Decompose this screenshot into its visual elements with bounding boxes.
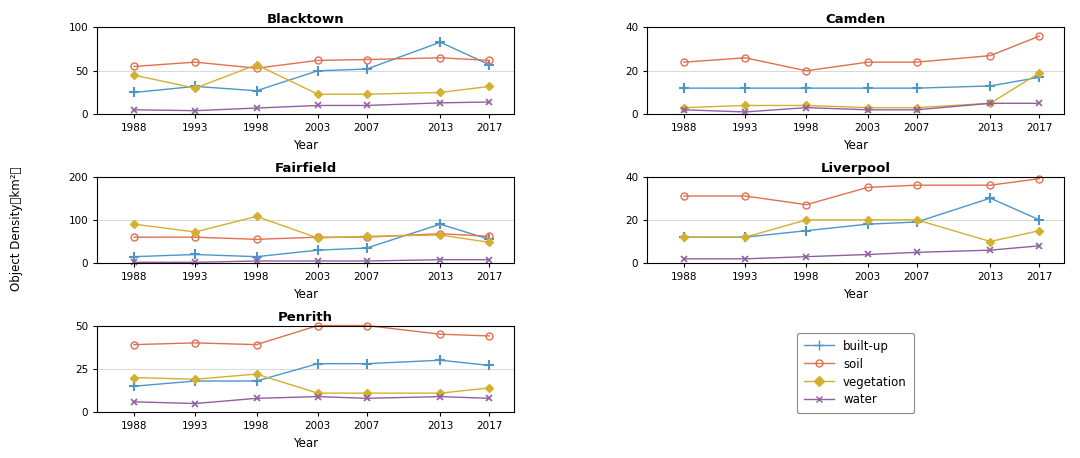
Title: Penrith: Penrith <box>278 311 333 324</box>
Title: Camden: Camden <box>825 13 886 26</box>
X-axis label: Year: Year <box>293 437 319 450</box>
Title: Fairfield: Fairfield <box>274 162 337 175</box>
Title: Liverpool: Liverpool <box>821 162 891 175</box>
X-axis label: Year: Year <box>842 139 868 152</box>
X-axis label: Year: Year <box>293 139 319 152</box>
Legend: built-up, soil, vegetation, water: built-up, soil, vegetation, water <box>797 333 914 414</box>
Title: Blacktown: Blacktown <box>267 13 345 26</box>
X-axis label: Year: Year <box>842 288 868 301</box>
X-axis label: Year: Year <box>293 288 319 301</box>
Text: Object Density（km²）: Object Density（km²） <box>10 167 23 291</box>
